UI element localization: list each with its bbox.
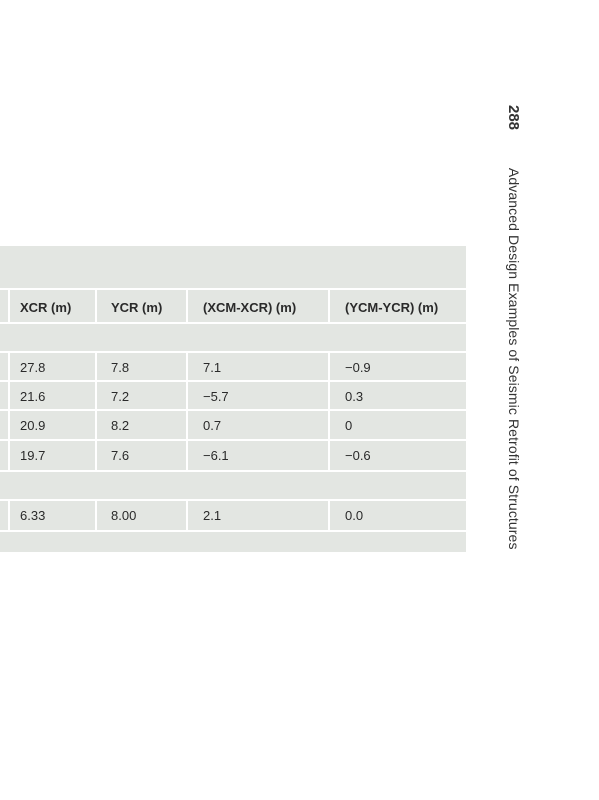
table-cell: 0.7 [203, 418, 222, 433]
column-divider [328, 501, 330, 530]
data-table: XCR (m) YCR (m) (XCM-XCR) (m) (YCM-YCR) … [0, 246, 466, 552]
table-cell: −0.6 [345, 448, 371, 463]
table-cell: 0.0 [345, 508, 364, 523]
table-cell: 6.33 [20, 508, 46, 523]
table-caption-band [0, 246, 466, 288]
table-cell: 7.1 [203, 360, 222, 375]
table-cell: 7.6 [111, 448, 130, 463]
table-cell: −6.1 [203, 448, 229, 463]
table-cell: 0.3 [345, 389, 364, 404]
table-cell: 27.8 [20, 360, 46, 375]
row-divider [0, 322, 466, 324]
row-divider [0, 470, 466, 472]
column-divider [8, 353, 10, 470]
row-divider [0, 439, 466, 441]
column-header-xcr: XCR (m) [20, 300, 72, 315]
table-cell: 21.6 [20, 389, 46, 404]
column-divider [8, 290, 10, 322]
column-header-ycm-ycr: (YCM-YCR) (m) [345, 300, 439, 315]
row-divider [0, 351, 466, 353]
row-divider [0, 380, 466, 382]
row-divider [0, 409, 466, 411]
book-title: Advanced Design Examples of Seismic Retr… [506, 167, 522, 550]
running-head: 288 Advanced Design Examples of Seismic … [505, 105, 522, 550]
page-number: 288 [505, 105, 522, 131]
table-cell: 0 [345, 418, 353, 433]
table-cell: 7.2 [111, 389, 130, 404]
table-cell: −5.7 [203, 389, 229, 404]
column-divider [328, 353, 330, 470]
table-cell: 2.1 [203, 508, 222, 523]
column-divider [186, 353, 188, 470]
column-header-ycr: YCR (m) [111, 300, 163, 315]
table-cell: 8.00 [111, 508, 137, 523]
row-divider [0, 530, 466, 532]
column-divider [95, 290, 97, 322]
column-divider [328, 290, 330, 322]
column-divider [95, 353, 97, 470]
column-header-xcm-xcr: (XCM-XCR) (m) [203, 300, 297, 315]
row-divider [0, 288, 466, 290]
table-cell: 7.8 [111, 360, 130, 375]
table-cell: 20.9 [20, 418, 46, 433]
row-divider [0, 499, 466, 501]
column-divider [8, 501, 10, 530]
column-divider [186, 290, 188, 322]
table-cell: −0.9 [345, 360, 371, 375]
column-divider [186, 501, 188, 530]
table-cell: 19.7 [20, 448, 46, 463]
column-divider [95, 501, 97, 530]
table-cell: 8.2 [111, 418, 130, 433]
